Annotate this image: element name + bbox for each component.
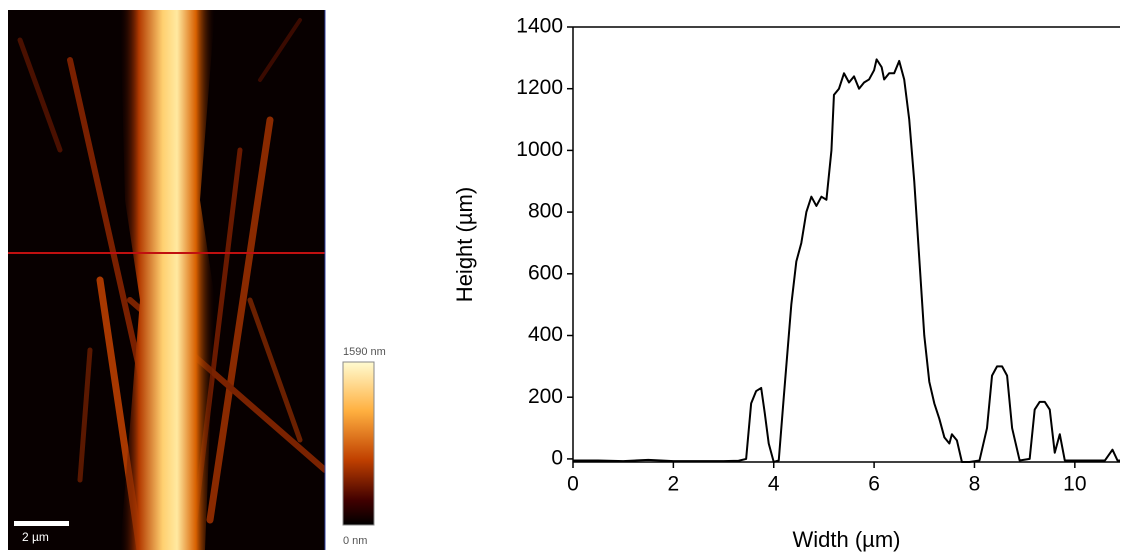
afm-fibers (17, 18, 325, 550)
y-tick-label: 1000 (516, 138, 563, 161)
x-tick-label: 4 (768, 473, 780, 496)
y-tick-label: 600 (528, 261, 563, 284)
y-tick-label: 1400 (516, 15, 563, 38)
colorbar (342, 361, 375, 526)
y-tick-label: 200 (528, 385, 563, 408)
profile-chart: 0 200 400 600 800 1000 1200 1400 0 2 4 6 8 10 Width (µ… (452, 15, 1120, 552)
x-axis-label: Width (µm) (792, 527, 900, 552)
afm-image: 2 µm (8, 10, 325, 550)
x-tick-label: 8 (969, 473, 981, 496)
x-tick-label: 10 (1063, 473, 1086, 496)
y-tick-label: 1200 (516, 76, 563, 99)
x-tick-label: 6 (868, 473, 880, 496)
scale-bar-label: 2 µm (22, 530, 49, 544)
profile-line (573, 58, 1120, 463)
x-tick-label: 0 (567, 473, 579, 496)
x-tick-label: 2 (668, 473, 680, 496)
scale-bar (14, 521, 69, 526)
y-axis-label: Height (µm) (452, 187, 477, 302)
colorbar-min-label: 0 nm (343, 535, 367, 547)
colorbar-max-label: 1590 nm (343, 346, 386, 358)
afm-bundle (120, 10, 215, 550)
y-tick-label: 400 (528, 323, 563, 346)
y-tick-label: 0 (551, 446, 563, 469)
y-tick-label: 800 (528, 200, 563, 223)
